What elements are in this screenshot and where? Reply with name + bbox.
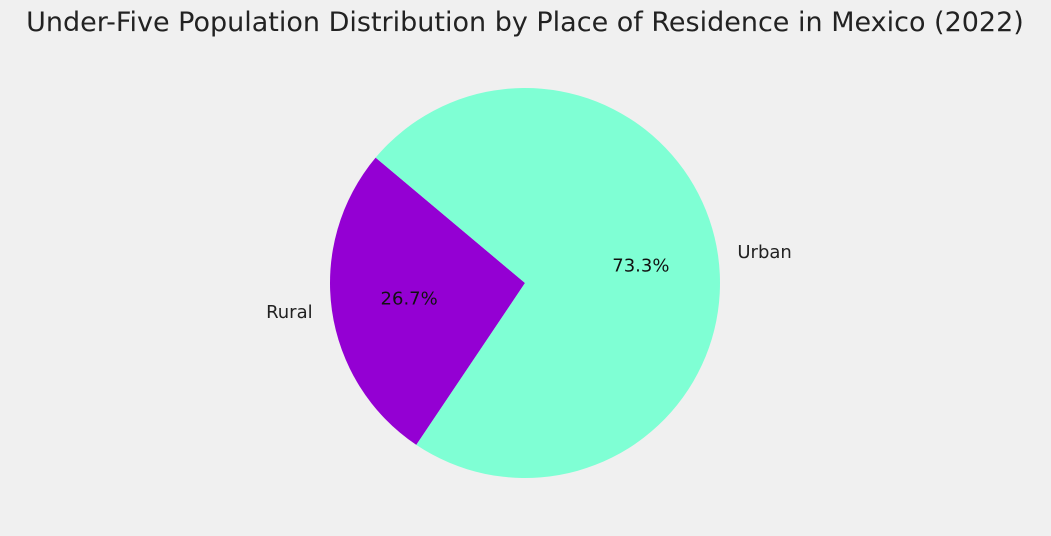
chart-title: Under-Five Population Distribution by Pl…	[26, 7, 1024, 38]
slice-percent-rural: 26.7%	[381, 288, 438, 309]
slice-percent-urban: 73.3%	[612, 256, 669, 277]
pie-slice-urban	[375, 88, 720, 479]
pie-slices	[329, 88, 720, 479]
pie-slice-rural	[329, 157, 525, 445]
pie-labels: Rural 26.7% Urban 73.3%	[266, 242, 792, 323]
slice-label-rural: Rural	[266, 302, 313, 323]
slice-label-urban: Urban	[737, 242, 791, 263]
